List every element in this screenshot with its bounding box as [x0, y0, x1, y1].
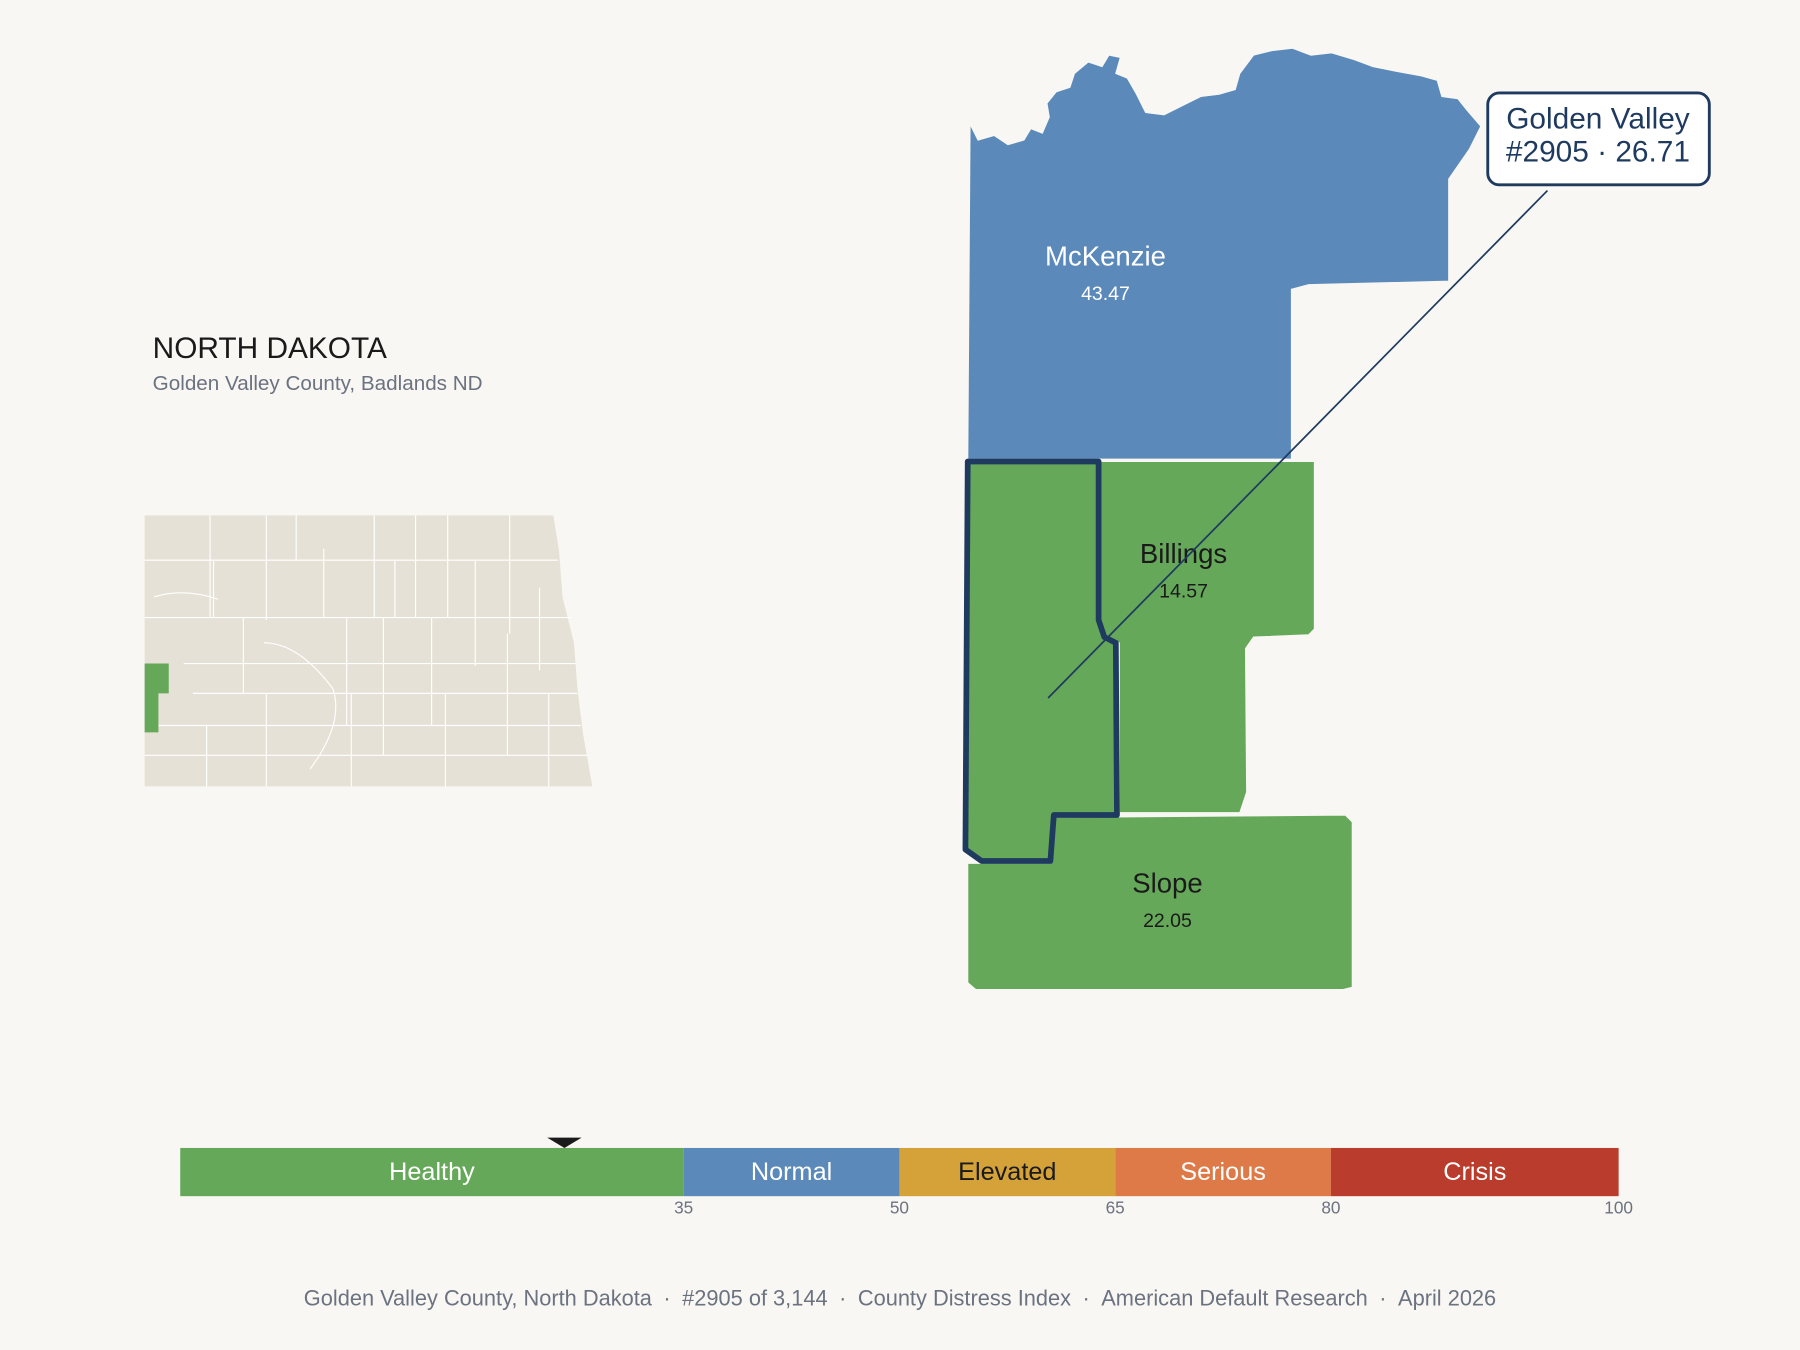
scale-segment — [180, 1147, 684, 1197]
state-title: NORTH DAKOTA — [153, 332, 387, 365]
callout-box — [1486, 91, 1711, 187]
scale-segment — [899, 1147, 1116, 1197]
scale-tick-label: 65 — [1106, 1197, 1125, 1217]
segment-label: Crisis — [1443, 1158, 1506, 1186]
subtitle: Golden Valley County, Badlands ND — [153, 372, 483, 395]
county-name: Billings — [1140, 538, 1227, 569]
county-shape — [967, 47, 1482, 460]
inset-highlight — [144, 663, 169, 733]
state-inset — [144, 515, 593, 787]
footer-item: Golden Valley County, North Dakota — [304, 1285, 653, 1310]
distress-scale: Healthy Normal Elevated Serious Crisis 35 50 65… — [180, 1137, 1633, 1217]
callout: Golden Valley#2905 · 26.71 — [1047, 91, 1711, 699]
footer-separator: · — [839, 1285, 846, 1310]
segment-label: Healthy — [389, 1158, 475, 1186]
segment-label: Serious — [1180, 1158, 1266, 1186]
callout-leader — [1047, 189, 1549, 699]
callout-detail: #2905 · 26.71 — [1506, 136, 1690, 169]
selected-county — [962, 458, 1120, 864]
county-value: 14.57 — [1159, 581, 1208, 603]
footer-item: April 2026 — [1398, 1285, 1496, 1310]
scale-tick-label: 100 — [1604, 1197, 1633, 1217]
footer-item: American Default Research — [1101, 1285, 1368, 1310]
scale-tick-label: 80 — [1321, 1197, 1340, 1217]
county-name: Slope — [1132, 867, 1202, 898]
footer-separator: · — [1379, 1285, 1386, 1310]
footer: Golden Valley County, North Dakota · #2905… — [304, 1285, 1496, 1310]
segment-label: Elevated — [958, 1158, 1056, 1186]
footer-item: #2905 of 3,144 — [682, 1285, 827, 1310]
county-name: McKenzie — [1045, 241, 1166, 272]
callout-name: Golden Valley — [1506, 102, 1690, 135]
counties: McKenzie 43.47 Billings 14.57 Slope 22.05 — [962, 47, 1482, 991]
scale-marker — [547, 1137, 582, 1148]
state-shape — [144, 515, 593, 787]
scale-segment — [1115, 1147, 1331, 1197]
county-shape — [1099, 460, 1315, 814]
scale-tick-label: 35 — [674, 1197, 693, 1217]
county-value: 22.05 — [1143, 910, 1192, 932]
county-borders — [144, 515, 588, 787]
scale-tick-label: 50 — [890, 1197, 909, 1217]
scale-segment — [683, 1147, 900, 1197]
footer-item: County Distress Index — [858, 1285, 1071, 1310]
segment-label: Normal — [751, 1158, 832, 1186]
footer-separator: · — [1083, 1285, 1090, 1310]
scale-segment — [1330, 1147, 1619, 1197]
county-value: 43.47 — [1081, 283, 1130, 305]
footer-separator: · — [663, 1285, 670, 1310]
